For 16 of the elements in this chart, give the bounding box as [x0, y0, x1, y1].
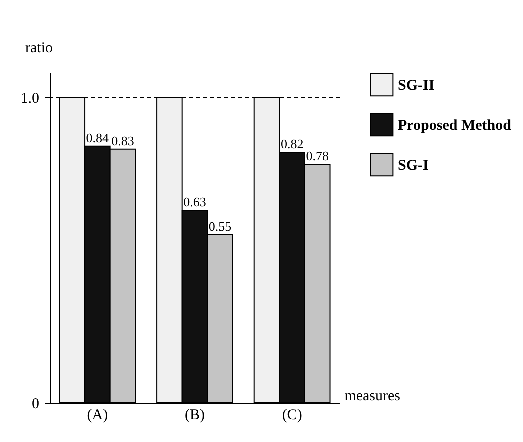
- legend-label: SG-II: [398, 78, 435, 94]
- data-label: 0.78: [306, 148, 329, 164]
- y-tick-label: 1.0: [20, 90, 40, 107]
- data-label: 0.55: [208, 218, 232, 234]
- y-tick-label: 0: [32, 396, 40, 412]
- x-tick-label: (C): [282, 408, 302, 424]
- legend-label: SG-I: [398, 158, 430, 174]
- data-label: 0.82: [280, 136, 304, 152]
- legend-label: Proposed Method: [398, 118, 512, 134]
- data-label: 0.63: [184, 194, 206, 210]
- x-tick-label: (B): [185, 408, 205, 424]
- x-tick-label: (A): [87, 408, 108, 424]
- y-axis-title: ratio: [26, 40, 53, 56]
- data-label: 0.84: [86, 130, 110, 146]
- x-axis-title: measures: [344, 388, 401, 404]
- data-label: 0.83: [112, 133, 134, 148]
